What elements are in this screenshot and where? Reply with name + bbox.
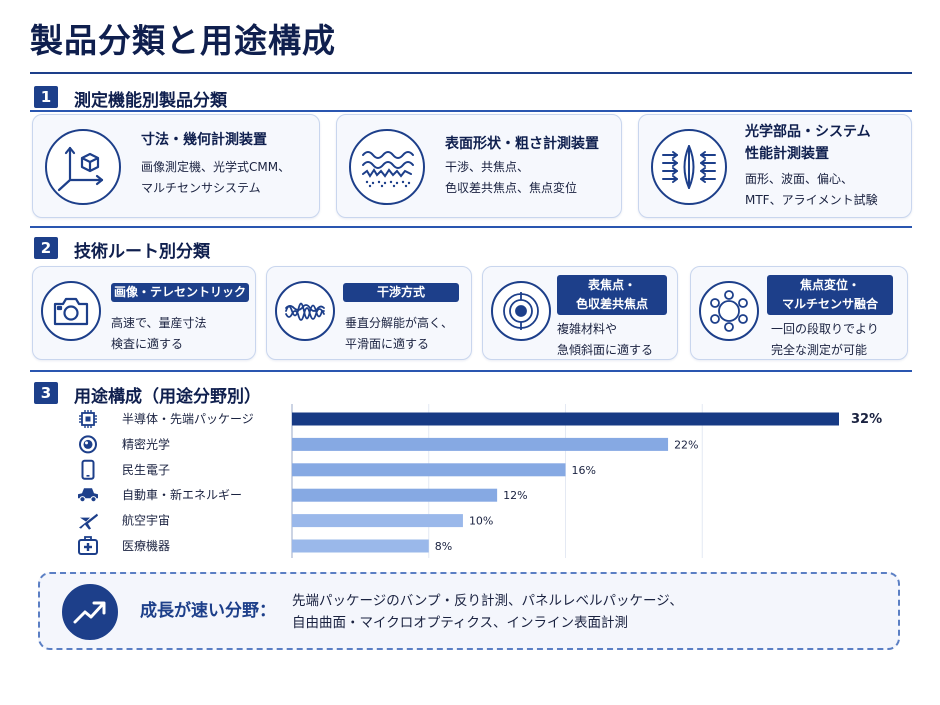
tech-label-line: マルチセンサ融合 [781, 297, 878, 311]
tech-card-imaging: 画像・テレセントリック 高速で、量産寸法 検査に適する [32, 266, 256, 360]
lens-target-icon [79, 435, 97, 454]
camera-icon [41, 281, 101, 341]
section-3-number: 3 [34, 382, 58, 404]
chart-category-label: 自動車・新エネルギー [122, 487, 242, 502]
lens-icon [651, 129, 727, 205]
chart-category-label: 医療機器 [122, 538, 170, 553]
tech-card-interference: 干渉方式 垂直分解能が高く、 平滑面に適する [266, 266, 472, 360]
tech-label: 表焦点・ 色収差共焦点 [557, 275, 667, 315]
tech-card-confocal: 表焦点・ 色収差共焦点 複雑材料や 急傾斜面に適する [482, 266, 678, 360]
section-3-title: 用途構成（用途分野別） [74, 387, 261, 407]
chart-bar [292, 412, 839, 426]
tech-desc-line: 完全な測定が可能 [771, 343, 868, 357]
tech-label: 画像・テレセントリック [111, 283, 249, 302]
category-desc-line: MTF、アライメント試験 [745, 193, 878, 207]
axis-cube-icon [45, 129, 121, 205]
airplane-icon [79, 513, 98, 530]
target-icon [491, 281, 551, 341]
category-title: 性能計測装置 [745, 146, 829, 162]
category-desc-line: 干渉、共焦点、 [445, 160, 530, 174]
chart-value-label: 16% [572, 464, 596, 477]
category-title: 表面形状・粗さ計測装置 [445, 136, 599, 152]
chart-bar [292, 463, 566, 477]
section-1-divider [30, 110, 912, 112]
growth-label: 成長が速い分野： [140, 601, 276, 621]
chart-category-label: 半導体・先端パッケージ [122, 412, 254, 426]
tech-label-line: 色収差共焦点 [575, 297, 648, 311]
chart-category-label: 航空宇宙 [122, 513, 170, 528]
tech-label-line: 表焦点・ [587, 278, 636, 292]
section-2-title: 技術ルート別分類 [74, 242, 210, 262]
chart-value-label: 32% [851, 412, 882, 427]
smartphone-icon [81, 459, 95, 480]
chart-value-label: 8% [435, 540, 452, 553]
chart-bar [292, 437, 669, 451]
trend-up-icon [62, 584, 118, 640]
category-card-surface: 表面形状・粗さ計測装置 干渉、共焦点、 色収差共焦点、焦点変位 [336, 114, 622, 218]
chart-bar [292, 514, 463, 528]
tech-desc-line: 一回の段取りでより [771, 322, 879, 336]
title-divider [30, 72, 912, 74]
tech-desc-line: 複雑材料や [557, 322, 618, 336]
section-2-number: 2 [34, 237, 58, 259]
interference-wave-icon [275, 281, 335, 341]
section-1-number: 1 [34, 86, 58, 108]
car-icon [78, 488, 98, 503]
tech-card-multisensor: 焦点変位・ マルチセンサ融合 一回の段取りでより 完全な測定が可能 [690, 266, 908, 360]
growth-line: 先端パッケージのバンプ・反り計測、パネルレベルパッケージ、 [292, 593, 683, 609]
tech-label: 干渉方式 [343, 283, 459, 302]
usage-bar-chart: 半導体・先端パッケージ 32% 精密光学 22% 民生電子 16% 自動車・新エネルギー 12… [78, 404, 882, 558]
medical-kit-icon [78, 536, 98, 555]
tech-label-line: 焦点変位・ [799, 278, 860, 292]
tech-desc-line: 平滑面に適する [345, 337, 430, 351]
section-3-divider [30, 370, 912, 372]
category-desc-line: 色収差共焦点、焦点変位 [445, 181, 578, 195]
tech-desc-line: 急傾斜面に適する [557, 343, 654, 357]
wave-surface-icon [349, 129, 425, 205]
page-title: 製品分類と用途構成 [30, 21, 336, 60]
chip-icon [79, 410, 97, 428]
category-title: 寸法・幾何計測装置 [141, 132, 267, 148]
chart-category-label: 精密光学 [122, 436, 170, 451]
section-2-divider [30, 226, 912, 228]
category-title: 光学部品・システム [745, 124, 871, 140]
tech-desc-line: 垂直分解能が高く、 [345, 316, 454, 330]
chart-bar [292, 488, 498, 502]
tech-label: 焦点変位・ マルチセンサ融合 [767, 275, 893, 315]
category-card-optics: 光学部品・システム 性能計測装置 面形、波面、偏心、 MTF、アライメント試験 [638, 114, 912, 218]
chart-value-label: 22% [674, 438, 698, 451]
chart-bar [292, 539, 429, 553]
category-desc-line: マルチセンサシステム [141, 181, 261, 195]
growth-line: 自由曲面・マイクロオプティクス、インライン表面計測 [292, 615, 629, 631]
network-icon [699, 281, 759, 341]
chart-value-label: 12% [503, 489, 527, 502]
category-desc-line: 面形、波面、偏心、 [745, 172, 854, 186]
chart-value-label: 10% [469, 515, 493, 528]
category-desc-line: 画像測定機、光学式CMM、 [141, 160, 291, 174]
tech-desc-line: 高速で、量産寸法 [111, 316, 207, 330]
section-1-title: 測定機能別製品分類 [74, 91, 227, 111]
growth-callout: 成長が速い分野： 先端パッケージのバンプ・反り計測、パネルレベルパッケージ、 自… [38, 572, 900, 650]
category-card-dimension: 寸法・幾何計測装置 画像測定機、光学式CMM、 マルチセンサシステム [32, 114, 320, 218]
chart-category-label: 民生電子 [122, 463, 170, 477]
tech-desc-line: 検査に適する [111, 337, 184, 351]
